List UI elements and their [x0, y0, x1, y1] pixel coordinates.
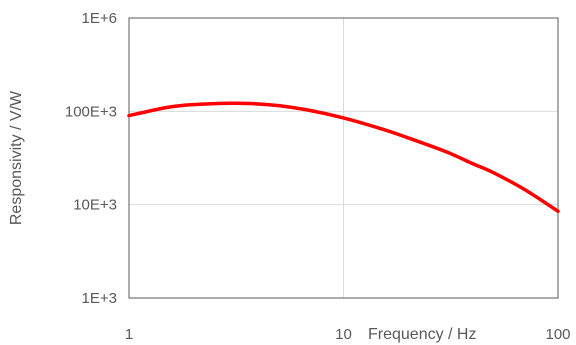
series-layer [127, 101, 560, 213]
tick-labels: 1 10 100 1E+3 10E+3 100E+3 1E+6 [65, 10, 571, 343]
plot-area-frame [128, 17, 559, 299]
y-tick-label: 1E+6 [82, 10, 117, 27]
x-tick-label: 10 [335, 326, 352, 343]
y-tick-label: 1E+3 [82, 290, 117, 307]
x-tick-label: 1 [125, 326, 133, 343]
series-line [127, 101, 560, 213]
x-tick-label: 100 [545, 326, 570, 343]
grid-lines [129, 18, 558, 298]
y-tick-label: 100E+3 [65, 103, 117, 120]
y-tick-label: 10E+3 [73, 197, 117, 214]
y-axis-title: Responsivity / V/W [8, 90, 25, 225]
x-axis-title: Frequency / Hz [368, 326, 476, 343]
